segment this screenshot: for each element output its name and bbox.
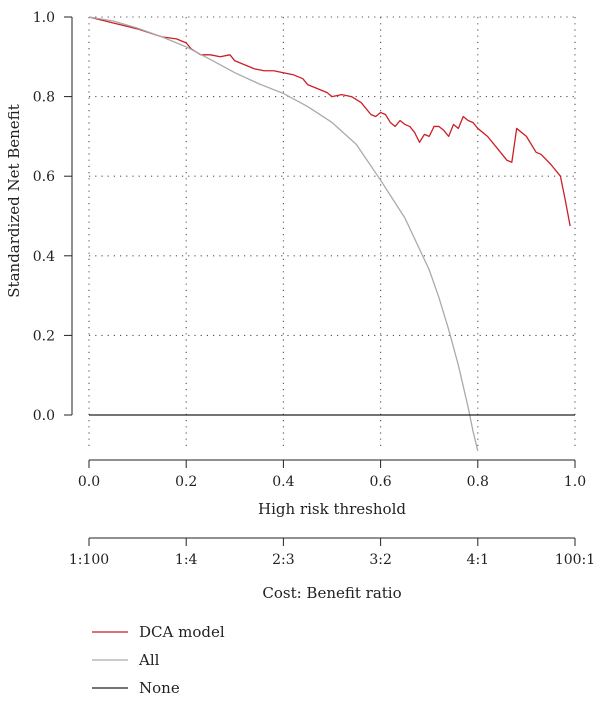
x-tick-label: 0.8 [467,474,489,490]
cost-benefit-tick-label: 4:1 [467,552,490,568]
x-tick-label: 0.2 [175,474,197,490]
cost-benefit-tick-label: 1:4 [175,552,198,568]
y-tick-label: 0.4 [33,249,55,265]
x-tick-label: 0.4 [272,474,294,490]
legend-label-all: All [138,651,160,669]
cost-benefit-tick-label: 3:2 [369,552,392,568]
legend-label-dca-model: DCA model [139,623,225,641]
series-layer [88,16,575,451]
x-tick-label: 0.0 [78,474,100,490]
y-tick-label: 0.2 [33,328,55,344]
y-axis-title: Standardized Net Benefit [5,104,23,297]
cost-benefit-tick-label: 100:1 [555,552,595,568]
y-tick-label: 0.0 [33,408,55,424]
y-tick-label: 0.8 [33,90,55,106]
axes: 0.0 0.2 0.4 0.6 0.8 1.0 0.0 0.2 0.4 0.6 0.8 1.0 1:10… [33,10,595,568]
legend: DCA model All None [92,623,225,697]
grid [88,16,576,449]
y-tick-label: 0.6 [33,169,55,185]
x-tick-label: 0.6 [369,474,391,490]
y-tick-label: 1.0 [33,10,55,26]
cost-benefit-tick-label: 1:100 [69,552,109,568]
legend-label-none: None [139,679,180,697]
series-line-all [88,16,479,451]
cost-benefit-axis-title: Cost: Benefit ratio [262,584,401,602]
x-tick-label: 1.0 [564,474,586,490]
series-line-dca-model [88,16,571,227]
x-axis-title: High risk threshold [258,500,406,518]
cost-benefit-tick-label: 2:3 [272,552,295,568]
